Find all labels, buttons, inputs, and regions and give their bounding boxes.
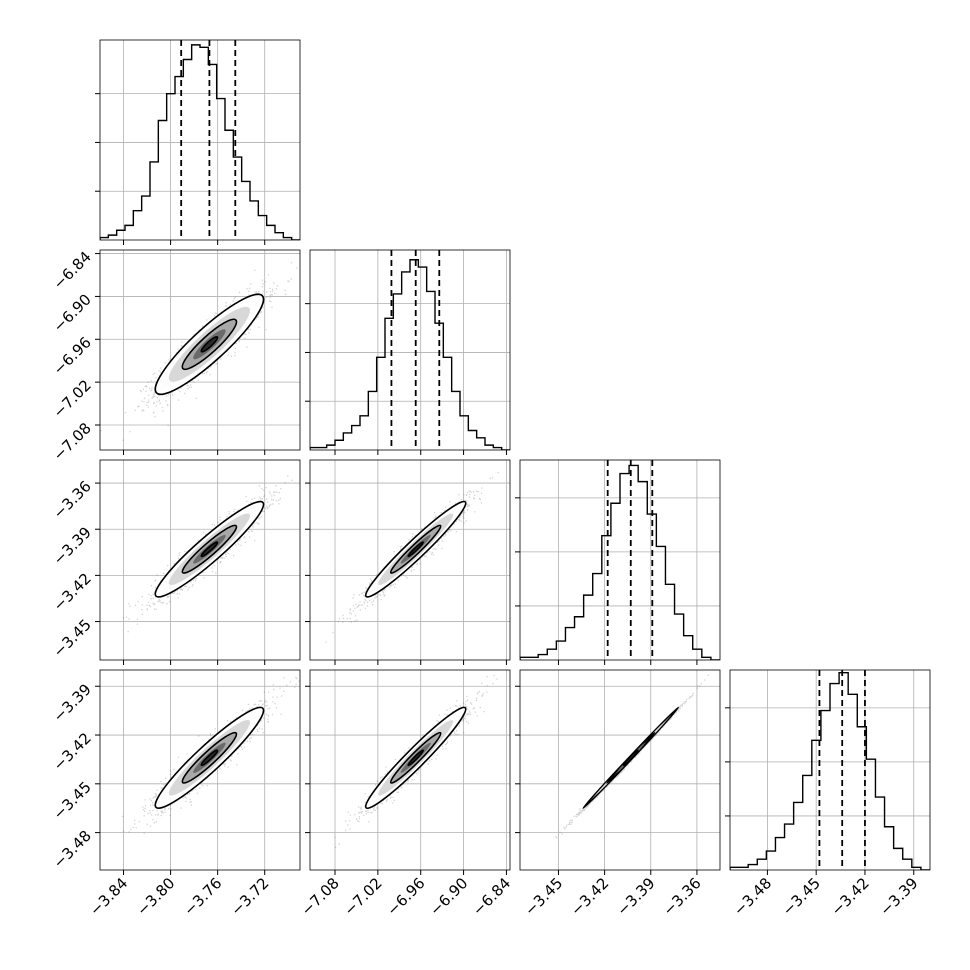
density-contour-5 [200,335,219,353]
density-content [325,471,499,643]
histogram-panel-3 [515,459,721,665]
histogram-panel-2 [305,249,511,455]
histogram-panel-4: −3.48 −3.45 −3.42 −3.39 [725,669,931,919]
x-tick-label: −7.08 [298,874,343,919]
x-tick-label: −3.84 [86,874,131,919]
y-tick-label: −3.48 [50,827,95,872]
density-content [334,675,498,848]
histogram-step-line [730,672,930,870]
x-tick-label: −3.48 [730,874,775,919]
histogram-step-line [310,259,510,450]
axes-frame [309,669,511,871]
axes-frame [99,39,301,241]
y-tick-label: −6.96 [50,333,95,378]
y-tick-label: −3.39 [50,523,95,568]
x-tick-label: −3.39 [613,874,658,919]
density-panel-r3-c2: −3.45 −3.42 −3.39 −3.36 [515,669,721,919]
x-tick-label: −3.45 [779,874,824,919]
x-tick-label: −3.42 [567,874,612,919]
density-contour-5 [200,541,219,558]
density-contour-5 [407,541,425,558]
density-content [100,262,298,441]
histogram-step-line [100,44,300,240]
axes-frame [99,459,301,661]
density-panel-r1-c0: −7.08−7.02−6.96−6.90−6.84 [50,248,301,464]
y-tick-label: −7.02 [50,376,95,421]
y-tick-label: −3.39 [50,680,95,725]
histogram-step-line [520,464,720,660]
y-tick-label: −3.36 [50,477,95,522]
axes-frame [99,249,301,451]
x-tick-label: −3.36 [660,874,705,919]
density-contour-5 [407,749,425,767]
density-panel-r2-c0: −3.45−3.42−3.39−3.36 [50,459,301,665]
y-tick-label: −7.08 [50,419,95,464]
x-tick-label: −3.39 [876,874,921,919]
y-tick-label: −3.42 [50,729,95,774]
density-content [122,676,300,834]
axes-frame [519,669,721,871]
y-tick-label: −3.42 [50,569,95,614]
x-tick-label: −7.02 [340,874,385,919]
x-tick-label: −6.90 [426,874,471,919]
x-tick-label: −3.76 [180,874,225,919]
axes-frame [99,669,301,871]
x-tick-label: −3.42 [828,874,873,919]
x-tick-label: −3.80 [133,874,178,919]
axes-frame [519,459,721,661]
density-panel-r3-c0: −3.84 −3.80 −3.76 −3.72 −3.48−3.45−3.42−3.39 [50,669,301,919]
y-tick-label: −6.90 [50,291,95,336]
x-tick-label: −6.96 [383,874,428,919]
density-content [122,475,293,633]
density-contour-5 [200,749,219,767]
x-tick-label: −3.72 [227,874,272,919]
y-tick-label: −6.84 [50,248,95,293]
axes-frame [309,249,511,451]
x-tick-label: −3.45 [521,874,566,919]
axes-frame [729,669,931,871]
y-tick-label: −3.45 [50,616,95,661]
density-contour-5 [622,749,639,767]
density-panel-r3-c1: −7.08−7.02−6.96−6.90−6.84 [298,669,514,919]
density-content [555,674,709,839]
axes-frame [309,459,511,661]
density-panel-r2-c1 [305,459,511,665]
x-tick-label: −6.84 [469,874,514,919]
histogram-panel-1 [95,39,301,245]
y-tick-label: −3.45 [50,778,95,823]
